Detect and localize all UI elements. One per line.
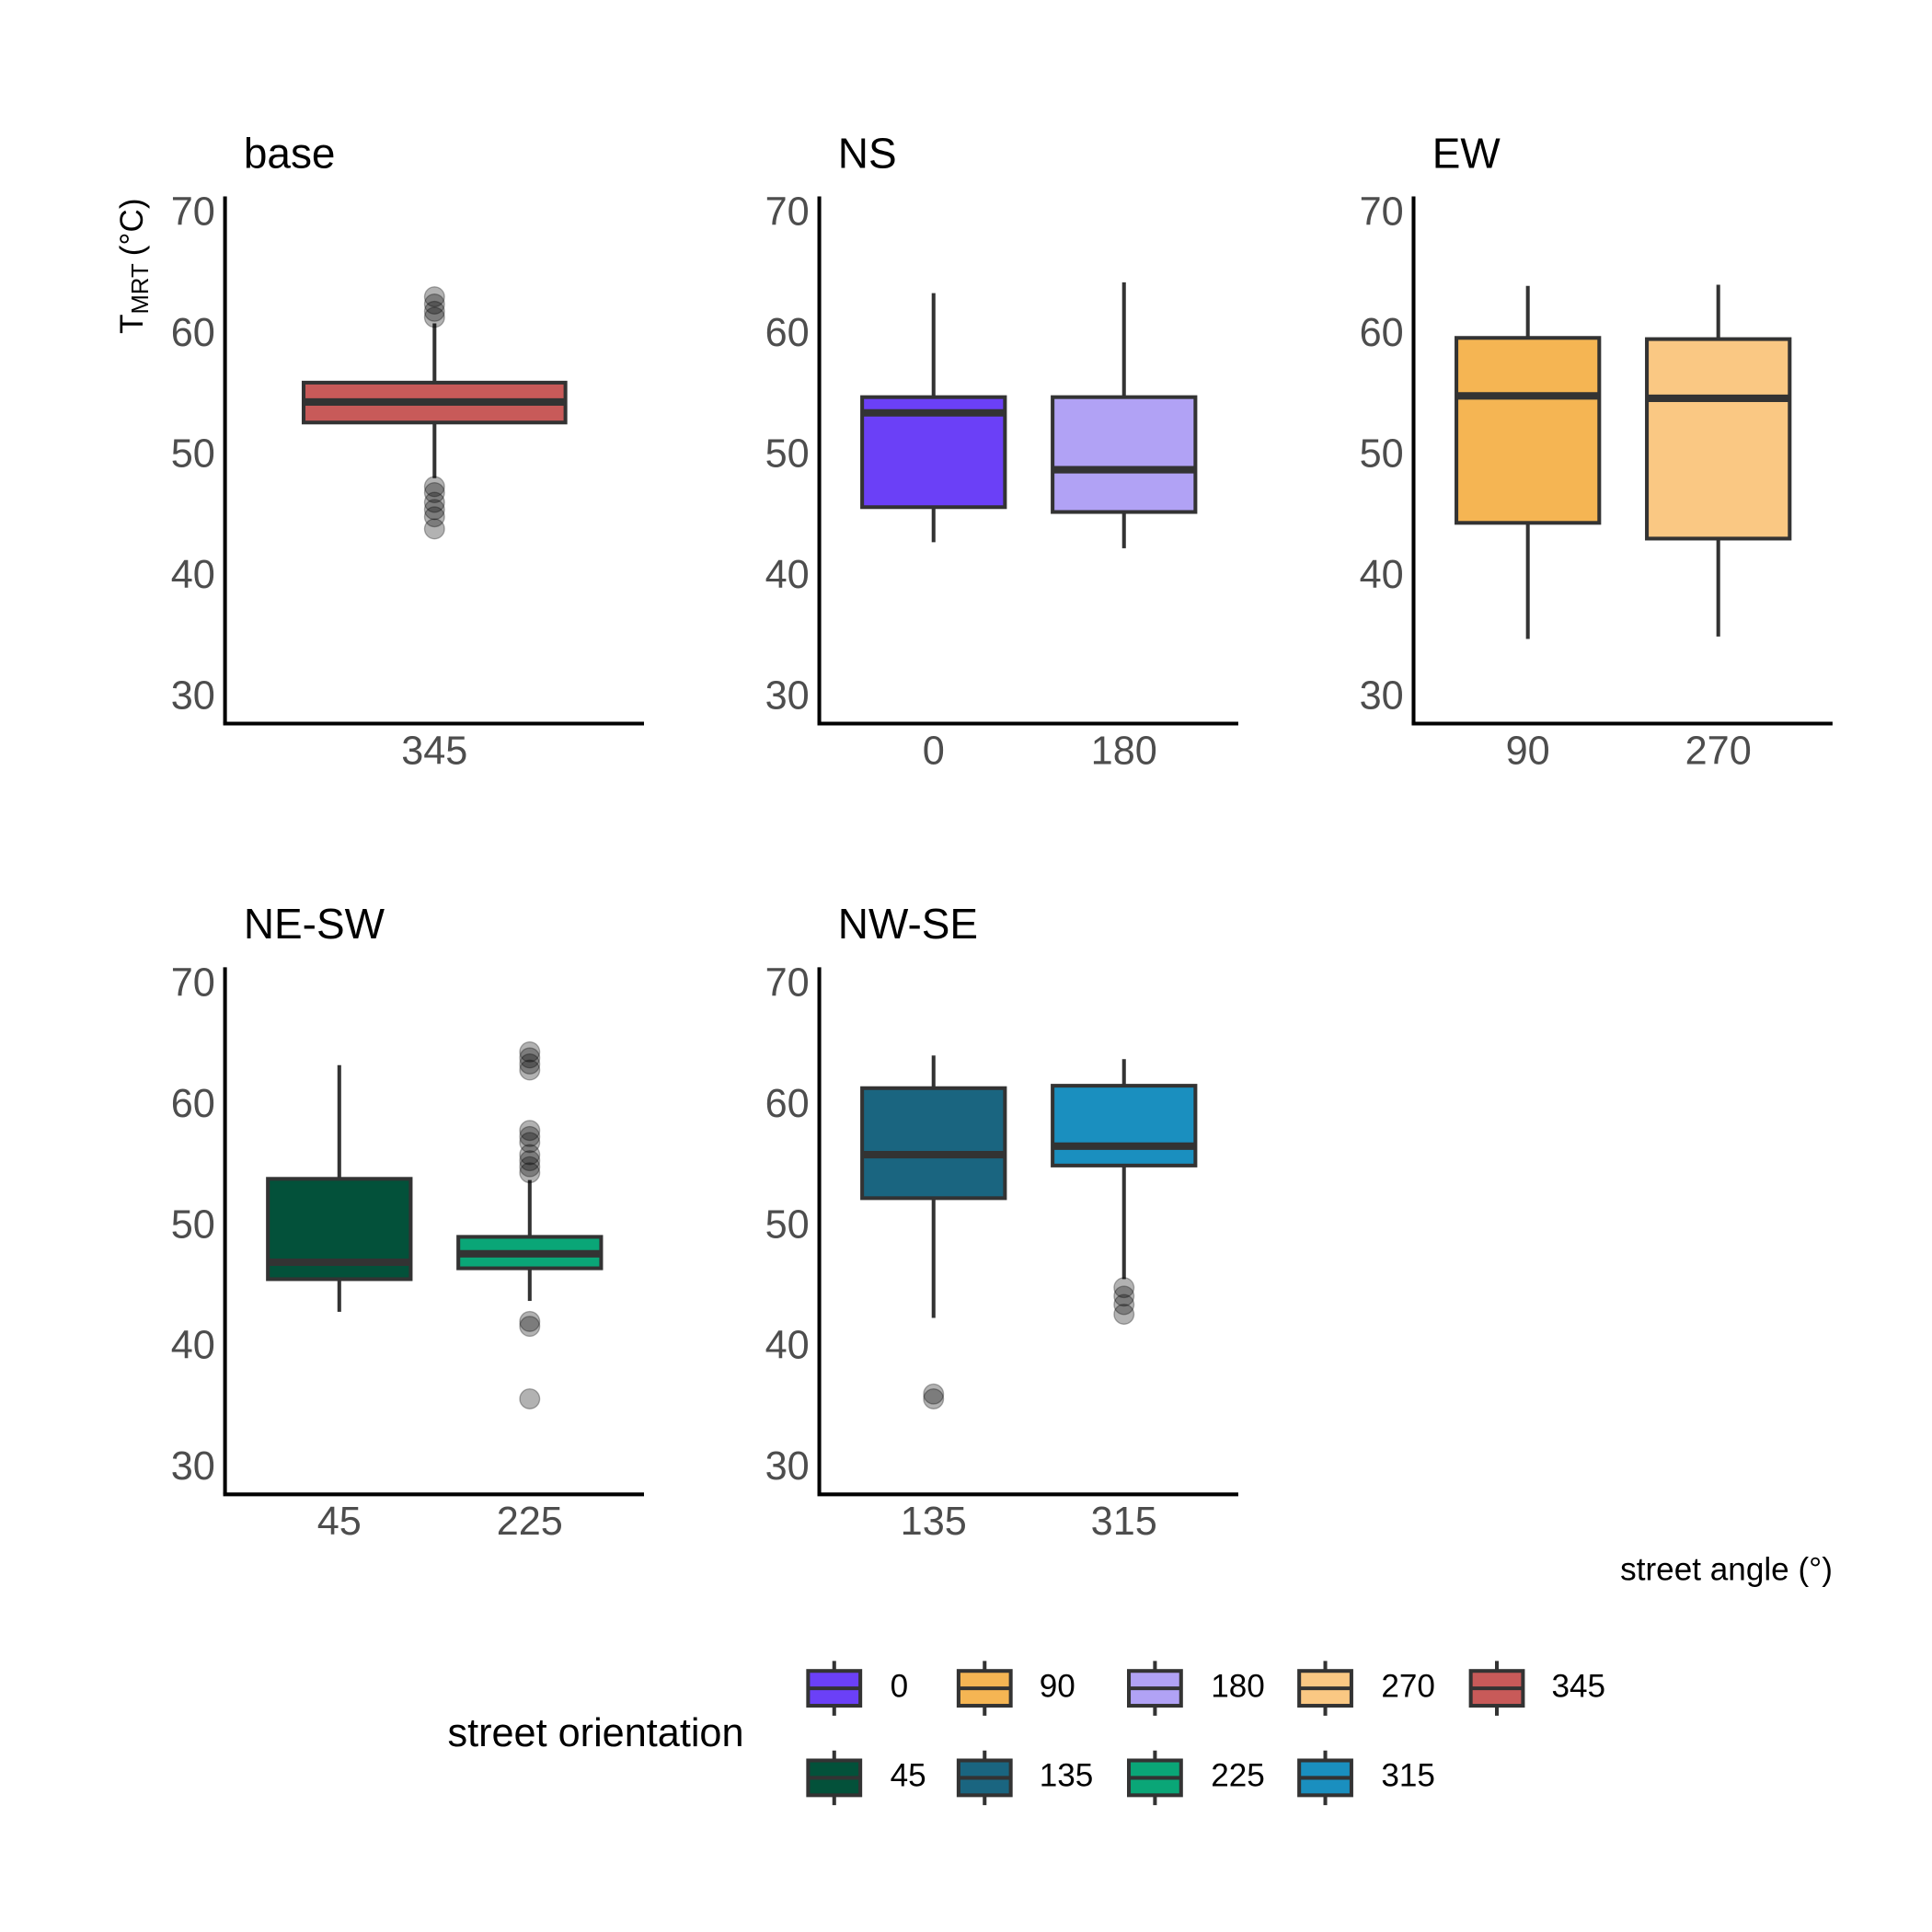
outlier [519,1047,541,1069]
outlier [1113,1277,1135,1299]
x-tick-label: 135 [901,1500,967,1544]
y-label-unit: (°C) [114,198,150,256]
panel-title: base [244,129,336,177]
x-tick-label: 315 [1091,1500,1157,1544]
legend-label: 45 [891,1758,926,1794]
y-tick-label: 70 [765,960,810,1005]
panel-title: NW-SE [838,900,978,948]
y-tick-label: 70 [1360,190,1404,235]
box [860,1086,1007,1201]
outlier [923,1383,945,1405]
outlier [519,1125,541,1147]
outlier [423,286,445,308]
outlier [923,1388,945,1409]
y-tick-label: 60 [171,311,215,355]
outlier [519,1316,541,1338]
panel-title: EW [1432,129,1501,177]
y-tick-label: 40 [1360,553,1404,597]
y-tick-label: 70 [765,190,810,235]
y-label-sub: MRT [128,263,154,314]
x-tick-label: 0 [923,729,945,773]
y-tick-label: 40 [765,553,810,597]
box [1455,336,1602,525]
outlier [519,1144,541,1166]
outlier [1113,1304,1135,1326]
outlier [519,1310,541,1332]
y-label-main: T [114,314,150,333]
y-tick-label: 60 [765,1082,810,1126]
x-tick-label: 270 [1685,729,1752,773]
outlier [1113,1294,1135,1316]
outlier [423,293,445,315]
outlier [519,1162,541,1184]
outlier [423,491,445,513]
legend-label: 90 [1040,1668,1075,1704]
legend-title: street orientation [447,1711,743,1755]
box [1051,395,1198,514]
panel-title: NS [838,129,897,177]
x-tick-label: 90 [1506,729,1550,773]
y-tick-label: 60 [1360,311,1404,355]
x-tick-label: 345 [401,729,467,773]
y-tick-label: 40 [765,1324,810,1368]
y-tick-label: 40 [171,553,215,597]
outlier [423,300,445,322]
outlier [519,1156,541,1178]
y-tick-label: 40 [171,1324,215,1368]
outlier [423,481,445,503]
legend-label: 135 [1040,1758,1094,1794]
y-tick-label: 30 [171,1444,215,1489]
outlier [423,476,445,498]
legend-label: 180 [1211,1668,1265,1704]
legend-label: 0 [891,1668,909,1704]
x-tick-label: 180 [1091,729,1157,773]
outlier [423,306,445,328]
legend-label: 315 [1381,1758,1435,1794]
panel-title: NE-SW [244,900,385,948]
y-axis-label: TMRT (°C) [114,198,154,333]
box [1051,1084,1198,1167]
outlier [423,499,445,521]
y-tick-label: 50 [765,1202,810,1247]
y-tick-label: 50 [171,431,215,476]
legend-label: 270 [1381,1668,1435,1704]
outlier [519,1120,541,1142]
x-tick-label: 225 [497,1500,563,1544]
y-tick-label: 30 [765,1444,810,1489]
x-axis-label: street angle (°) [1620,1551,1833,1587]
outlier [423,506,445,528]
box [1645,337,1792,541]
outlier [519,1150,541,1172]
outlier [423,518,445,540]
outlier [519,1052,541,1075]
outlier [519,1041,541,1063]
outlier [519,1388,541,1409]
y-tick-label: 70 [171,190,215,235]
outlier [519,1059,541,1081]
y-tick-label: 50 [765,431,810,476]
y-tick-label: 50 [171,1202,215,1247]
outlier [519,1132,541,1154]
y-tick-label: 60 [765,311,810,355]
y-tick-label: 60 [171,1082,215,1126]
y-tick-label: 50 [1360,431,1404,476]
y-tick-label: 30 [765,673,810,718]
legend-label: 225 [1211,1758,1265,1794]
x-tick-label: 45 [317,1500,362,1544]
outlier [1113,1285,1135,1307]
y-tick-label: 30 [1360,673,1404,718]
y-tick-label: 70 [171,960,215,1005]
y-tick-label: 30 [171,673,215,718]
legend-label: 345 [1551,1668,1605,1704]
